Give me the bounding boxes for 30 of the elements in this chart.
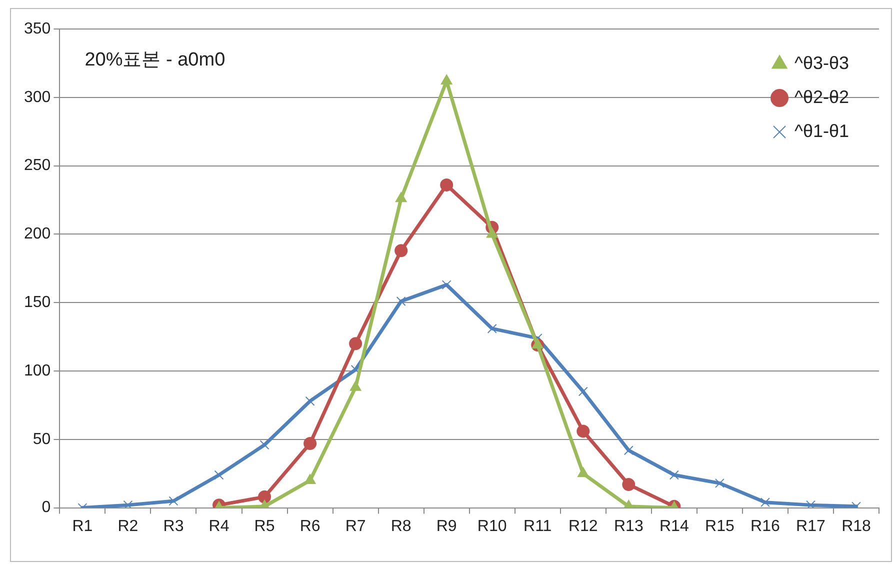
legend-label: ^θ2-θ2 [794, 86, 849, 107]
x-tick-label: R16 [750, 518, 780, 535]
x-tick-label: R13 [614, 518, 644, 535]
legend-label: ^θ1-θ1 [794, 120, 849, 141]
x-tick-label: R4 [208, 518, 230, 535]
y-tick-label: 150 [24, 294, 51, 312]
y-tick-label: 300 [24, 88, 51, 106]
x-tick-label: R10 [477, 518, 507, 535]
x-tick-label: R9 [436, 518, 457, 535]
x-tick-label: R7 [345, 518, 366, 535]
legend-label: ^θ3-θ3 [794, 52, 849, 73]
y-tick-label: 50 [32, 430, 51, 448]
x-tick-label: R3 [163, 518, 184, 535]
y-tick-label: 200 [24, 226, 51, 243]
x-tick-label: R2 [118, 518, 138, 535]
x-tick-label: R12 [568, 518, 598, 535]
x-tick-label: R15 [705, 518, 734, 535]
x-tick-label: R14 [659, 518, 689, 535]
y-tick-label: 100 [24, 362, 51, 380]
annotation: 20%표본 - a0m0 [84, 50, 226, 71]
y-tick-label: 350 [24, 20, 51, 38]
x-tick-label: R6 [300, 518, 320, 535]
x-tick-label: R1 [72, 518, 93, 535]
x-tick-label: R5 [254, 518, 275, 535]
x-tick-label: R18 [842, 518, 872, 535]
y-tick-label: 250 [24, 157, 51, 174]
x-tick-label: R11 [524, 518, 552, 535]
x-tick-label: R8 [390, 518, 412, 535]
y-tick-label: 0 [42, 499, 51, 516]
x-tick-label: R17 [796, 518, 826, 535]
